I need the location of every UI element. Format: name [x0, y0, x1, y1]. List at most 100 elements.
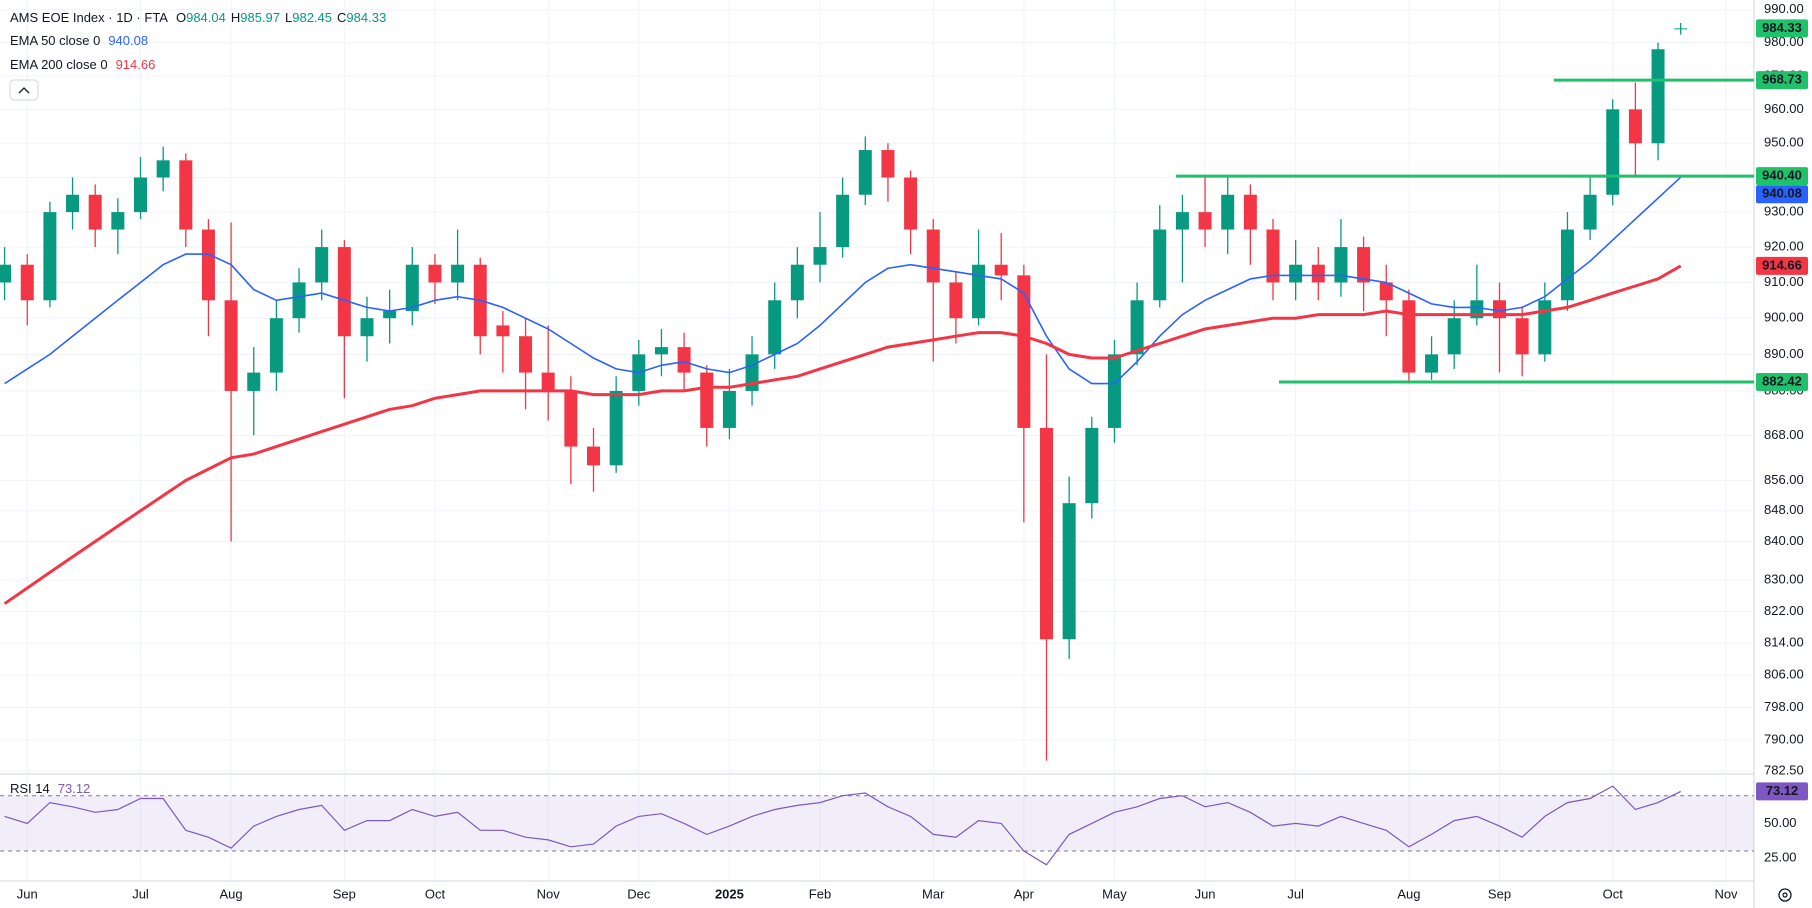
y-tick-label: 856.00 [1764, 472, 1804, 487]
ohlc-value: 984.33 [346, 10, 386, 25]
ema-price-label-box [1756, 256, 1808, 275]
level-label: 882.42 [1762, 373, 1802, 388]
candle-body [360, 318, 374, 337]
candle-body [1583, 194, 1597, 230]
y-tick-label: 920.00 [1764, 239, 1804, 254]
ohlc-value: 982.45 [292, 10, 332, 25]
ema-line [4, 176, 1682, 385]
ema-value: 914.66 [116, 57, 156, 72]
x-tick-label: 2025 [715, 886, 744, 901]
legend: AMS EOE Index · 1D · FTA O984.04 H985.97 L9… [10, 10, 386, 796]
candle-body [1628, 109, 1642, 144]
candle-body [428, 264, 442, 283]
y-tick-label: 840.00 [1764, 533, 1804, 548]
candle-body [700, 372, 714, 428]
settings-icon[interactable] [1778, 888, 1792, 902]
candle-body [926, 229, 940, 283]
x-tick-label: Aug [220, 886, 243, 901]
y-tick-label: 798.00 [1764, 699, 1804, 714]
candle-body [224, 300, 238, 391]
grid [0, 0, 1754, 880]
candle-body [1379, 282, 1393, 301]
y-tick-label: 814.00 [1764, 635, 1804, 650]
y-tick-label: 950.00 [1764, 135, 1804, 150]
collapse-button[interactable] [9, 79, 39, 101]
candle-body [836, 194, 850, 248]
candle-body [1515, 318, 1529, 355]
rsi-value: 73.12 [58, 781, 91, 796]
candle-body [994, 264, 1008, 276]
rsi-line [4, 785, 1681, 866]
candle-body [0, 264, 12, 283]
candle-body [1447, 318, 1461, 355]
ema-name: EMA 50 close 0 [10, 33, 100, 48]
y-tick-label: 790.00 [1764, 732, 1804, 747]
candle-body [1289, 264, 1303, 283]
candle-body [134, 177, 147, 213]
x-tick-label: Apr [1014, 886, 1035, 901]
candle-body [1311, 264, 1325, 283]
candle-body [1153, 229, 1167, 301]
candle-body [654, 347, 668, 355]
x-tick-label: Nov [537, 886, 561, 901]
y-tick-label: 900.00 [1764, 310, 1804, 325]
candle-body [972, 264, 986, 319]
x-tick-label: Jul [132, 886, 149, 901]
x-tick-label: Aug [1397, 886, 1420, 901]
candle-body [451, 264, 465, 283]
candle-body [1017, 275, 1031, 428]
candle-body [1198, 212, 1212, 230]
y-tick-label: 848.00 [1764, 502, 1804, 517]
rsi-tick-label: 25.00 [1764, 849, 1797, 864]
y-tick-label: 890.00 [1764, 346, 1804, 361]
candle-body [768, 300, 782, 355]
collapse-icon[interactable] [18, 87, 30, 94]
candle-body [269, 318, 283, 373]
candle-body [405, 264, 419, 312]
ema-legend: EMA 50 close 0 940.08 [10, 33, 148, 48]
gear-center[interactable] [1782, 892, 1788, 898]
last-price-label-box [1756, 19, 1808, 38]
y-tick-label: 960.00 [1764, 101, 1804, 116]
gear[interactable] [1778, 888, 1792, 902]
candle-body [179, 160, 193, 230]
last-price-label: 984.33 [1762, 20, 1802, 35]
ohlc-letter: O [176, 10, 186, 25]
y-tick-label: 930.00 [1764, 204, 1804, 219]
ohlc-value: 984.04 [186, 10, 226, 25]
ema-price-label-box [1756, 185, 1808, 204]
candle-body [315, 247, 329, 283]
candle-body [1243, 194, 1257, 230]
x-tick-label: Jul [1287, 886, 1304, 901]
candle-body [66, 194, 80, 213]
x-tick-label: Jun [17, 886, 38, 901]
candle-body [111, 212, 125, 230]
level-label: 968.73 [1762, 72, 1802, 87]
plot [0, 22, 1754, 866]
ohlc-value: 985.97 [240, 10, 280, 25]
x-tick-label: Oct [1603, 886, 1624, 901]
candle-body [1266, 229, 1280, 283]
candle-body [1175, 212, 1189, 230]
candle-body [201, 229, 215, 301]
y-tick-label: 830.00 [1764, 572, 1804, 587]
candle-body [292, 282, 306, 319]
x-tick-label: Sep [333, 886, 356, 901]
collapse-box[interactable] [9, 79, 39, 101]
rsi-band [0, 795, 1754, 851]
candle-body [949, 282, 963, 319]
candle-body [1402, 300, 1416, 373]
legend-title: AMS EOE Index · 1D · FTA O984.04 H985.97 L9… [10, 10, 386, 25]
candle-body [881, 150, 895, 178]
candle-body [813, 247, 827, 265]
x-tick-label: Oct [425, 886, 446, 901]
level-label-box [1756, 167, 1808, 186]
candle-body [1538, 300, 1552, 355]
ohlc-letter: C [337, 10, 346, 25]
x-tick-label: Nov [1714, 886, 1738, 901]
y-tick-label: 990.00 [1764, 1, 1804, 16]
candle-body [383, 311, 397, 319]
candle-body [1085, 427, 1099, 504]
